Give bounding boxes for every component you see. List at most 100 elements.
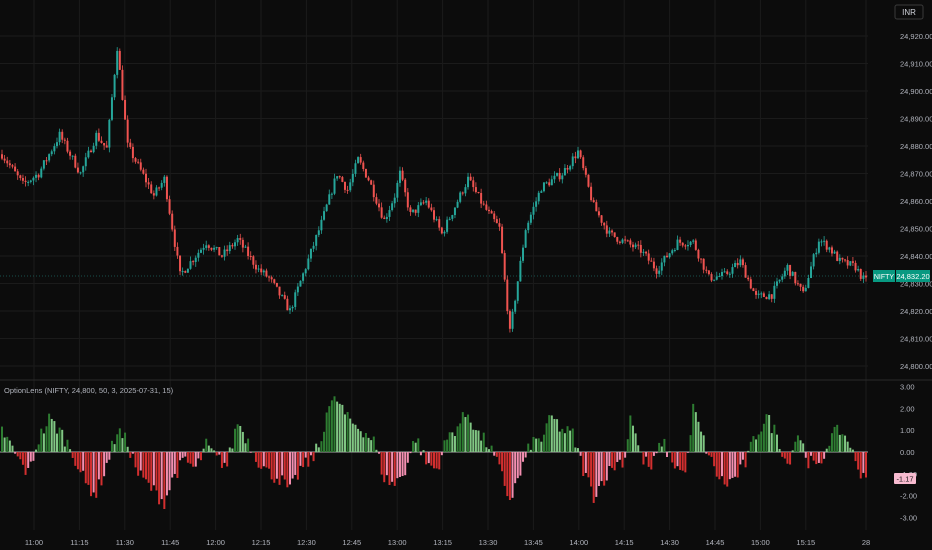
histogram-bar [765,414,768,452]
candle [375,193,378,206]
histogram-bar [414,442,417,452]
candle [741,257,744,268]
histogram-bar [401,452,404,477]
candle [1,149,3,161]
price-tick-label: 24,850.00 [900,225,932,234]
time-tick-label: 15:15 [796,538,815,547]
indicator-value-badge: -1.17 [894,473,916,484]
histogram-bar [548,415,551,452]
histogram-bar [19,452,22,460]
histogram-bar [330,400,333,452]
candle [548,178,551,187]
indicator-histogram[interactable] [1,396,867,510]
currency-button[interactable]: INR [894,4,924,20]
histogram-bar [702,435,705,452]
time-axis: 11:00 11:15 11:30 11:45 12:00 12:15 12:30 12:45… [25,538,870,547]
histogram-bar [286,452,289,488]
histogram-bar [461,412,464,452]
histogram-bar [181,452,184,458]
candle [69,149,72,160]
histogram-bar [40,428,43,452]
candle [346,185,349,194]
histogram-bar [84,452,87,484]
candle [501,223,504,255]
histogram-bar [595,452,598,497]
time-tick-label: 14:00 [569,538,588,547]
histogram-bar [343,414,346,452]
histogram-bar [82,452,85,471]
histogram-bar [1,426,3,452]
histogram-bar [145,452,147,480]
candle [21,174,24,184]
candle [294,289,297,310]
price-candles[interactable] [1,47,867,333]
histogram-bar [315,443,318,452]
candle [838,254,841,265]
histogram-bar [545,423,548,452]
histogram-bar [825,448,828,452]
candle [192,260,195,266]
candle [836,250,839,262]
candle [469,173,472,181]
candle [825,239,828,253]
candle [781,273,784,283]
candle [257,265,260,273]
histogram-bar [150,452,153,491]
histogram-bar [577,448,579,452]
candle [600,214,603,226]
candle [320,215,323,234]
candle [24,176,27,187]
histogram-bar [770,433,773,452]
candle [372,180,375,202]
candle [171,210,174,232]
price-axis: 24,920.00 24,910.00 24,900.00 24,890.00 24,8… [900,32,932,371]
candle [794,271,797,286]
candle [707,270,710,276]
candle [718,272,721,278]
candle [197,249,200,262]
candle [482,200,485,206]
candle [747,275,750,282]
time-tick-label: 14:15 [615,538,634,547]
candle [409,205,412,216]
histogram-bar [569,430,572,452]
candle [202,243,205,255]
candle [189,256,192,270]
price-tick-label: 24,820.00 [900,307,932,316]
histogram-bar [383,452,386,483]
histogram-bar [844,435,847,452]
histogram-bar [723,452,726,485]
candle [268,275,271,282]
candle [71,155,74,160]
candle [82,165,85,177]
histogram-bar [142,452,145,478]
candle [817,238,820,255]
histogram-bar [223,452,226,463]
candle [550,175,553,186]
candle [312,241,315,253]
histogram-bar [27,452,30,468]
histogram-bar [210,448,213,452]
histogram-bar [66,439,69,452]
candle [150,181,153,194]
histogram-bar [105,452,108,463]
histogram-bar [506,452,509,497]
histogram-bar [163,452,166,510]
time-tick-label: 28 [862,538,870,547]
candle [234,239,237,250]
histogram-bar [234,428,237,452]
candle [173,225,176,251]
histogram-bar [215,452,218,456]
candle [40,166,43,179]
histogram-bar [700,431,703,452]
histogram-bar [781,452,784,457]
candle [165,175,168,202]
histogram-bar [474,430,477,452]
candle [857,265,860,272]
histogram-bar [406,452,409,463]
histogram-bar [35,449,38,452]
histogram-bar [851,449,854,452]
indicator-tick-label: 3.00 [900,383,915,392]
